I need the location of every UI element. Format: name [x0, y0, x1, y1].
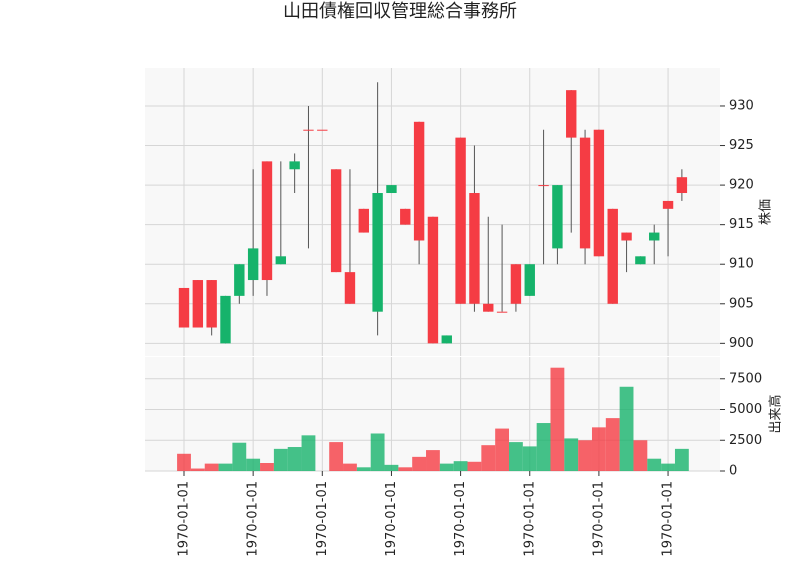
volume-bar [384, 464, 399, 471]
y-tick-label: 925 [729, 138, 754, 153]
candle-body [275, 256, 287, 265]
volume-bar [329, 442, 344, 471]
volume-bar [273, 448, 288, 471]
volume-bar [661, 463, 675, 471]
candle-body [303, 129, 314, 131]
candle-body [469, 193, 480, 304]
volume-tick-label: 0 [729, 464, 737, 479]
candle-body [220, 295, 231, 344]
candle-body [593, 129, 605, 257]
candle-body [662, 200, 674, 209]
y-tick-label: 910 [729, 257, 754, 272]
y-tick-label: 905 [729, 296, 754, 311]
volume-bar [522, 446, 537, 471]
x-tick-label: 1970-01-01 [384, 481, 399, 557]
volume-tick-label: 5000 [729, 402, 762, 417]
candle-body [483, 303, 494, 312]
x-tick-label: 1970-01-01 [315, 481, 330, 557]
candle-body [579, 137, 591, 249]
x-tick-label: 1970-01-01 [453, 481, 468, 557]
candle-body [330, 169, 342, 273]
volume-bar [301, 435, 316, 471]
volume-bar [550, 367, 565, 471]
volume-bar [509, 442, 523, 471]
volume-bar [232, 442, 247, 471]
x-tick-label: 1970-01-01 [661, 481, 676, 557]
y-tick-label: 920 [729, 178, 754, 193]
volume-bar [412, 456, 427, 471]
candle-body [344, 272, 356, 304]
chart-title: 山田債権回収管理総合事務所 [283, 1, 517, 22]
volume-bar [426, 450, 440, 471]
x-tick-label: 1970-01-01 [246, 481, 261, 557]
y-tick-label: 930 [729, 98, 754, 113]
x-tick-label: 1970-01-01 [591, 481, 606, 557]
candle-body [372, 193, 383, 312]
candle-body [607, 208, 618, 304]
volume-bar [605, 418, 620, 471]
candle-body [317, 129, 328, 131]
volume-bar [453, 461, 468, 471]
volume-bar [564, 438, 579, 471]
y-tick-label: 915 [729, 217, 754, 232]
volume-bar [633, 440, 648, 471]
volume-bar [674, 448, 689, 471]
candle-body [206, 280, 217, 328]
volume-bar [536, 423, 551, 471]
candle-body [496, 311, 508, 313]
candle-body [552, 185, 563, 249]
candle-body [192, 280, 204, 328]
volume-bar [578, 440, 592, 471]
volume-bar [260, 463, 274, 471]
candle-body [178, 287, 190, 328]
volume-bar [370, 433, 385, 471]
volume-tick-label: 2500 [729, 433, 762, 448]
candle-body [621, 232, 632, 241]
x-tick-label: 1970-01-01 [177, 481, 192, 557]
candle-body [261, 161, 273, 281]
volume-bar [356, 467, 371, 471]
candle-body [247, 248, 259, 281]
volume-bar [190, 468, 205, 471]
volume-bar [495, 428, 510, 471]
candle-body [676, 177, 688, 194]
volume-bar [647, 458, 662, 471]
candle-body [413, 121, 425, 241]
candle-body [649, 232, 660, 241]
candle-body [566, 90, 577, 138]
volume-bar [343, 463, 357, 471]
volume-bar [481, 445, 496, 471]
volume-bar [287, 447, 302, 471]
candle-body [441, 335, 452, 344]
candle-body [455, 137, 466, 304]
volume-bar [246, 458, 261, 471]
y-axis-label: 株価 [759, 199, 774, 225]
volume-bar [619, 386, 634, 471]
candle-body [234, 264, 245, 296]
volume-bar [177, 453, 191, 471]
candle-body [510, 264, 522, 304]
candle-body [524, 264, 535, 296]
candle-body [635, 256, 646, 265]
volume-bar [218, 463, 233, 471]
candle-body [358, 208, 369, 233]
y-tick-label: 900 [729, 336, 754, 351]
candle-body [386, 185, 397, 194]
candle-body [400, 208, 411, 225]
volume-bar [439, 463, 454, 471]
x-tick-label: 1970-01-01 [522, 481, 537, 557]
volume-bar [467, 461, 482, 471]
candle-body [538, 185, 549, 187]
volume-tick-label: 7500 [729, 371, 762, 386]
volume-bar [591, 427, 606, 471]
volume-axis-label: 出来高 [768, 394, 784, 433]
volume-bar [204, 463, 219, 471]
candle-body [427, 216, 439, 344]
volume-bar [398, 467, 413, 471]
candle-body [289, 161, 300, 170]
